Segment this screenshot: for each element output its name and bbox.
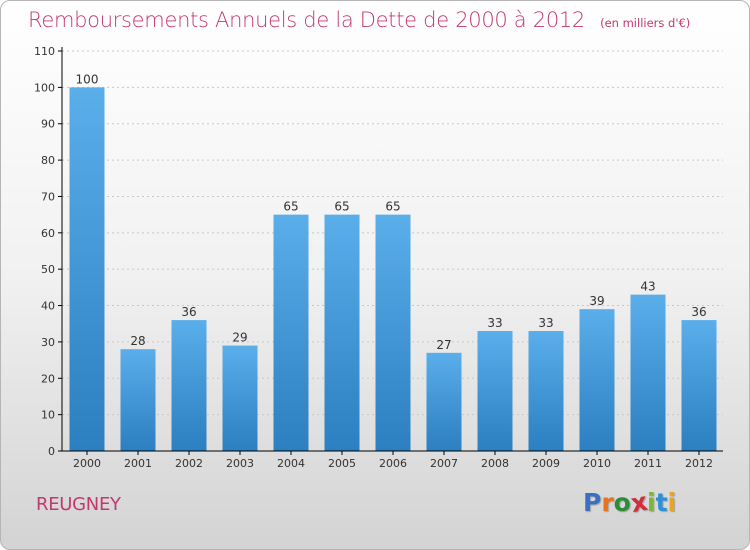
- x-tick-label: 2003: [226, 457, 254, 470]
- logo-letter: o: [613, 488, 631, 517]
- data-label: 39: [589, 294, 604, 308]
- data-label: 29: [232, 331, 247, 345]
- bar: [69, 87, 105, 451]
- y-tick-label: 70: [41, 190, 55, 203]
- x-tick-label: 2008: [481, 457, 509, 470]
- bar: [324, 214, 360, 451]
- logo-letter: P: [583, 488, 602, 517]
- data-label: 28: [130, 334, 145, 348]
- x-tick-label: 2007: [430, 457, 458, 470]
- data-label: 36: [181, 305, 196, 319]
- data-label: 43: [640, 280, 655, 294]
- x-tick-label: 2012: [685, 457, 713, 470]
- data-label: 100: [76, 72, 99, 86]
- bar: [171, 320, 207, 451]
- x-tick-label: 2002: [175, 457, 203, 470]
- bar: [579, 309, 615, 451]
- bar: [273, 214, 309, 451]
- data-label: 33: [487, 316, 502, 330]
- y-tick-label: 100: [34, 81, 55, 94]
- bar: [120, 349, 156, 451]
- logo-letter: i: [667, 488, 677, 517]
- logo-letter: t: [655, 488, 668, 517]
- x-tick-label: 2011: [634, 457, 662, 470]
- bar: [681, 320, 717, 451]
- x-tick-label: 2006: [379, 457, 407, 470]
- y-tick-label: 90: [41, 118, 55, 131]
- y-tick-label: 60: [41, 227, 55, 240]
- y-tick-label: 110: [34, 45, 55, 58]
- y-tick-label: 50: [41, 263, 55, 276]
- y-tick-label: 0: [48, 445, 55, 458]
- logo-letter: i: [647, 488, 656, 517]
- x-tick-label: 2000: [73, 457, 101, 470]
- bar: [375, 214, 411, 451]
- y-tick-label: 20: [41, 372, 55, 385]
- data-label: 65: [283, 200, 298, 214]
- x-tick-label: 2004: [277, 457, 305, 470]
- data-label: 65: [385, 200, 400, 214]
- x-tick-label: 2009: [532, 457, 560, 470]
- x-tick-label: 2010: [583, 457, 611, 470]
- proxiti-logo: Proxiti: [583, 487, 677, 518]
- y-tick-label: 80: [41, 154, 55, 167]
- data-label: 65: [334, 200, 349, 214]
- data-label: 27: [436, 338, 451, 352]
- bar: [477, 331, 513, 451]
- x-tick-label: 2005: [328, 457, 356, 470]
- bar: [630, 294, 666, 451]
- data-label: 33: [538, 316, 553, 330]
- chart-title: Remboursements Annuels de la Dette de 20…: [28, 8, 690, 32]
- y-tick-label: 40: [41, 300, 55, 313]
- commune-name: REUGNEY: [36, 494, 121, 515]
- logo-letter: r: [601, 488, 614, 517]
- y-tick-label: 30: [41, 336, 55, 349]
- bar: [528, 331, 564, 451]
- y-tick-label: 10: [41, 409, 55, 422]
- x-tick-label: 2001: [124, 457, 152, 470]
- bar: [222, 345, 258, 451]
- bar: [426, 352, 462, 451]
- title-text: Remboursements Annuels de la Dette de 20…: [28, 8, 585, 32]
- unit-note: (en milliers d'€): [600, 16, 691, 30]
- data-label: 36: [691, 305, 706, 319]
